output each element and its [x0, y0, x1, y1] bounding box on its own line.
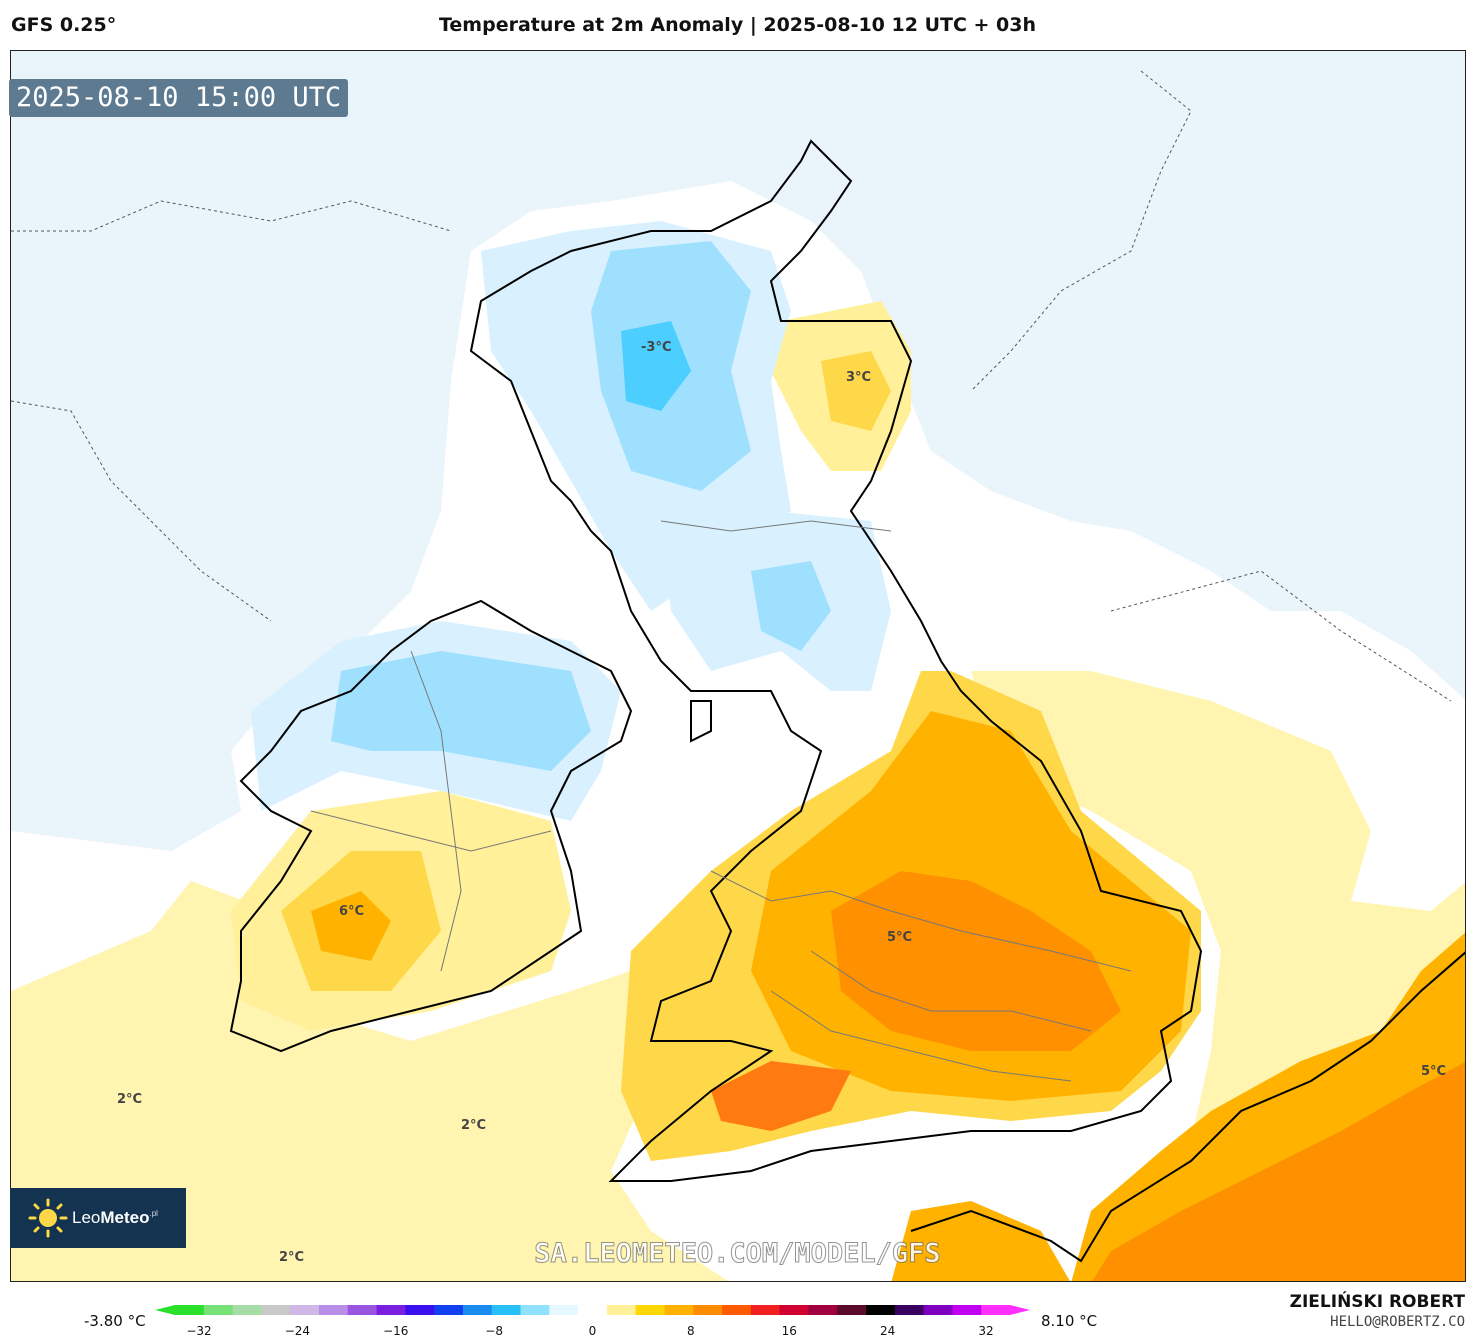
- atlantic-warm-region: [11, 881, 728, 1281]
- colorbar-max-label: 8.10 °C: [1041, 1312, 1098, 1330]
- map-title: Temperature at 2m Anomaly | 2025-08-10 1…: [438, 14, 1037, 36]
- continent-warm-2: [1092, 1062, 1465, 1281]
- map-frame[interactable]: -3°C 3°C 6°C 5°C 2°C 2°C 2°C 5°C: [10, 50, 1466, 1282]
- scotland-warm-core: [821, 351, 891, 431]
- england-warm-3: [831, 871, 1121, 1051]
- colorbar-ticks: −32 −24 −16 −8 0 8 16 24 32: [0, 1324, 1475, 1338]
- colorbar-segment: [549, 1305, 579, 1315]
- colorbar-segment: [693, 1305, 723, 1315]
- colorbar-segment: [434, 1305, 464, 1315]
- france-nw-warm: [891, 1201, 1070, 1281]
- colorbar-min-label: -3.80 °C: [84, 1312, 146, 1330]
- colorbar-segment: [347, 1305, 378, 1315]
- colorbar-segment: [750, 1305, 781, 1315]
- colorbar-min-arrow: [155, 1305, 175, 1315]
- colorbar-tick-label: 8: [687, 1324, 695, 1338]
- leometeo-logo[interactable]: LeoMeteo.pl: [10, 1188, 186, 1248]
- colorbar-segment: [923, 1305, 953, 1315]
- label-atlantic-south: 2°C: [279, 1250, 304, 1265]
- colorbar-max-arrow: [1010, 1305, 1030, 1315]
- colorbar-segment: [203, 1305, 234, 1315]
- colorbar-segment: [462, 1305, 493, 1315]
- colorbar-segment: [722, 1305, 752, 1315]
- colorbar-tick-label: −16: [383, 1324, 409, 1338]
- colorbar-segment: [981, 1305, 1011, 1315]
- colorbar-segment: [664, 1305, 694, 1315]
- coastlines: [229, 139, 1465, 1263]
- admin-borders: [310, 520, 1132, 1082]
- colorbar-segment: [290, 1305, 320, 1315]
- ocean-cold-region: [11, 51, 1465, 851]
- ireland-cold-core: [331, 651, 591, 771]
- scotland-cold-peak: [621, 321, 691, 411]
- label-scotland-east: 3°C: [846, 370, 871, 385]
- valid-time-badge: 2025-08-10 15:00 UTC: [9, 79, 349, 117]
- label-atlantic-west: 2°C: [117, 1092, 142, 1107]
- colorbar-segment: [837, 1305, 867, 1315]
- colorbar-tick-label: 0: [588, 1324, 597, 1338]
- label-scotland-cold: -3°C: [641, 340, 671, 355]
- colorbar-segment: [175, 1305, 205, 1315]
- colorbar-segment: [866, 1305, 896, 1315]
- ireland-warm-core: [311, 891, 391, 961]
- colorbar-segment: [520, 1305, 550, 1315]
- colorbar-segment: [779, 1305, 809, 1315]
- label-continent: 5°C: [1421, 1064, 1446, 1079]
- watermark-url: SA.LEOMETEO.COM/MODEL/GFS: [534, 1238, 941, 1270]
- author-contact[interactable]: HELLO@ROBERTZ.CO: [1330, 1314, 1465, 1330]
- colorbar-segment: [635, 1305, 665, 1315]
- n-england-cold-core: [751, 561, 831, 651]
- label-england-mid: 5°C: [887, 930, 912, 945]
- colorbar-tick-label: −24: [284, 1324, 311, 1338]
- coast-isle-of-man: [690, 700, 712, 743]
- colorbar-tick-label: 16: [781, 1324, 797, 1338]
- colorbar-segment: [578, 1305, 608, 1315]
- colorbar-tick-label: 24: [879, 1324, 896, 1338]
- colorbar-segment: [808, 1305, 838, 1315]
- colorbar-tick-label: −8: [485, 1324, 503, 1338]
- colorbar-segment: [491, 1305, 522, 1315]
- colorbar-tick-label: 32: [978, 1324, 994, 1338]
- header: GFS 0.25° Temperature at 2m Anomaly | 20…: [0, 0, 1475, 50]
- coast-ireland: [229, 599, 633, 1053]
- label-ireland-south: 6°C: [339, 904, 364, 919]
- coast-france: [910, 951, 1465, 1263]
- colorbar-segment: [232, 1305, 262, 1315]
- label-celtic-sea: 2°C: [461, 1118, 486, 1133]
- colorbar-segment: [261, 1305, 291, 1315]
- author-name: ZIELIŃSKI ROBERT: [1289, 1292, 1465, 1312]
- colorbar-segment: [894, 1305, 925, 1315]
- colorbar-tick-label: −32: [186, 1324, 212, 1338]
- coast-great-britain: [469, 139, 1203, 1182]
- brand-name: LeoMeteo.pl: [72, 1208, 158, 1227]
- colorbar-segment: [952, 1305, 982, 1315]
- anomaly-map: -3°C 3°C 6°C 5°C 2°C 2°C 2°C 5°C: [11, 51, 1465, 1281]
- model-label: GFS 0.25°: [11, 14, 117, 36]
- colorbar: [155, 1305, 1030, 1315]
- legend-footer: -3.80 °C 8.10 °C −32 −24 −16 −8 0 8 16 24 32 ZIE…: [0, 1284, 1475, 1338]
- sun-icon: [28, 1198, 68, 1238]
- sw-england-hot: [711, 1061, 851, 1131]
- colorbar-segment: [376, 1305, 406, 1315]
- colorbar-segment: [318, 1305, 349, 1315]
- colorbar-segment: [405, 1305, 435, 1315]
- colorbar-segment: [606, 1305, 637, 1315]
- isoline-dashed: [11, 70, 1452, 702]
